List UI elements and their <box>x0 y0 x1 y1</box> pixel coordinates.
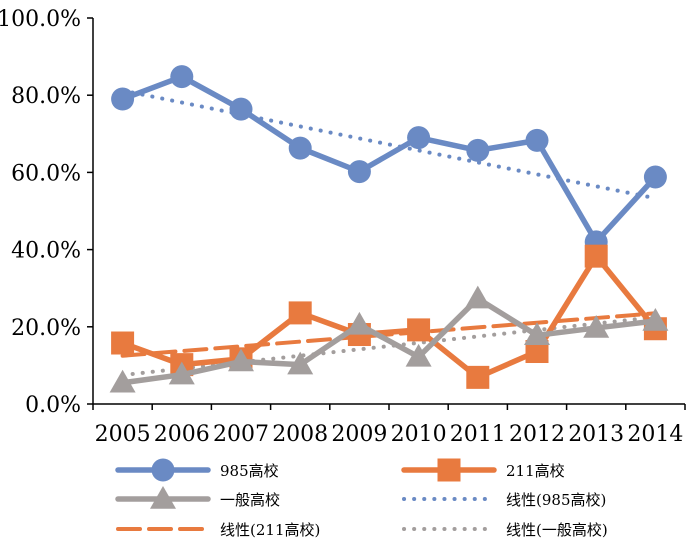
data-point-2-3 <box>287 351 314 375</box>
legend-item-3: 线性(985高校) <box>402 491 606 509</box>
data-point-1-7 <box>525 340 549 364</box>
y-tick-label: 40.0% <box>11 239 81 264</box>
y-tick-label: 0.0% <box>25 393 81 418</box>
data-point-2-1 <box>168 361 195 385</box>
x-tick-label: 2009 <box>331 422 387 447</box>
data-point-0-2 <box>229 97 253 121</box>
x-tick-label: 2008 <box>272 422 328 447</box>
trendline-0 <box>120 88 658 201</box>
x-tick-label: 2006 <box>154 422 210 447</box>
y-tick-label: 80.0% <box>11 84 81 109</box>
data-point-1-8 <box>584 244 608 268</box>
data-point-0-3 <box>288 136 312 160</box>
data-point-2-0 <box>109 369 136 393</box>
x-tick-label: 2013 <box>568 422 624 447</box>
legend-item-1: 211高校 <box>401 458 565 482</box>
data-point-0-7 <box>525 128 549 152</box>
data-point-0-6 <box>466 138 490 162</box>
x-tick-label: 2012 <box>509 422 565 447</box>
legend-label: 211高校 <box>506 462 565 480</box>
x-tick-label: 2007 <box>213 422 269 447</box>
legend-item-2: 一般高校 <box>115 486 280 509</box>
data-point-0-9 <box>643 165 667 189</box>
data-point-0-4 <box>347 160 371 184</box>
series-lines <box>109 65 669 393</box>
data-point-0-5 <box>407 126 431 150</box>
tick-labels: 0.0%20.0%40.0%60.0%80.0%100.0%2005 2006 20… <box>0 7 683 447</box>
y-tick-label: 100.0% <box>0 7 81 32</box>
x-tick-label: 2011 <box>450 422 506 447</box>
data-point-2-8 <box>583 314 610 338</box>
legend-label: 线性(一般高校) <box>506 521 608 539</box>
y-tick-label: 60.0% <box>11 161 81 186</box>
series-line-1 <box>119 253 659 381</box>
legend-swatch-marker <box>151 458 175 482</box>
data-point-2-4 <box>346 311 373 335</box>
data-point-0-0 <box>111 87 135 111</box>
series-line-0 <box>119 73 659 245</box>
legend-swatch-marker <box>437 458 461 482</box>
legend-label: 985高校 <box>220 462 279 480</box>
data-point-1-0 <box>111 331 135 355</box>
data-point-1-5 <box>407 318 431 342</box>
data-point-1-3 <box>288 301 312 325</box>
trendline-2 <box>120 315 658 378</box>
y-tick-label: 20.0% <box>11 316 81 341</box>
legend-label: 一般高校 <box>220 491 280 509</box>
legend-label: 线性(211高校) <box>220 521 320 539</box>
data-point-2-2 <box>228 348 254 372</box>
data-point-2-6 <box>464 285 491 309</box>
data-point-2-9 <box>642 308 669 331</box>
legend-item-0: 985高校 <box>115 458 279 482</box>
legend-item-5: 线性(一般高校) <box>402 521 608 539</box>
data-point-2-7 <box>524 322 550 346</box>
legend-label: 线性(985高校) <box>506 491 606 509</box>
x-tick-label: 2014 <box>627 422 683 447</box>
data-point-2-5 <box>405 343 432 367</box>
data-point-0-1 <box>170 65 194 89</box>
legend-swatch-marker <box>150 486 176 509</box>
data-point-1-6 <box>466 365 490 389</box>
axes <box>87 17 686 410</box>
x-tick-label: 2005 <box>95 422 151 447</box>
series-line-2 <box>119 295 659 386</box>
legend-item-4: 线性(211高校) <box>116 521 320 539</box>
x-tick-label: 2010 <box>391 422 447 447</box>
